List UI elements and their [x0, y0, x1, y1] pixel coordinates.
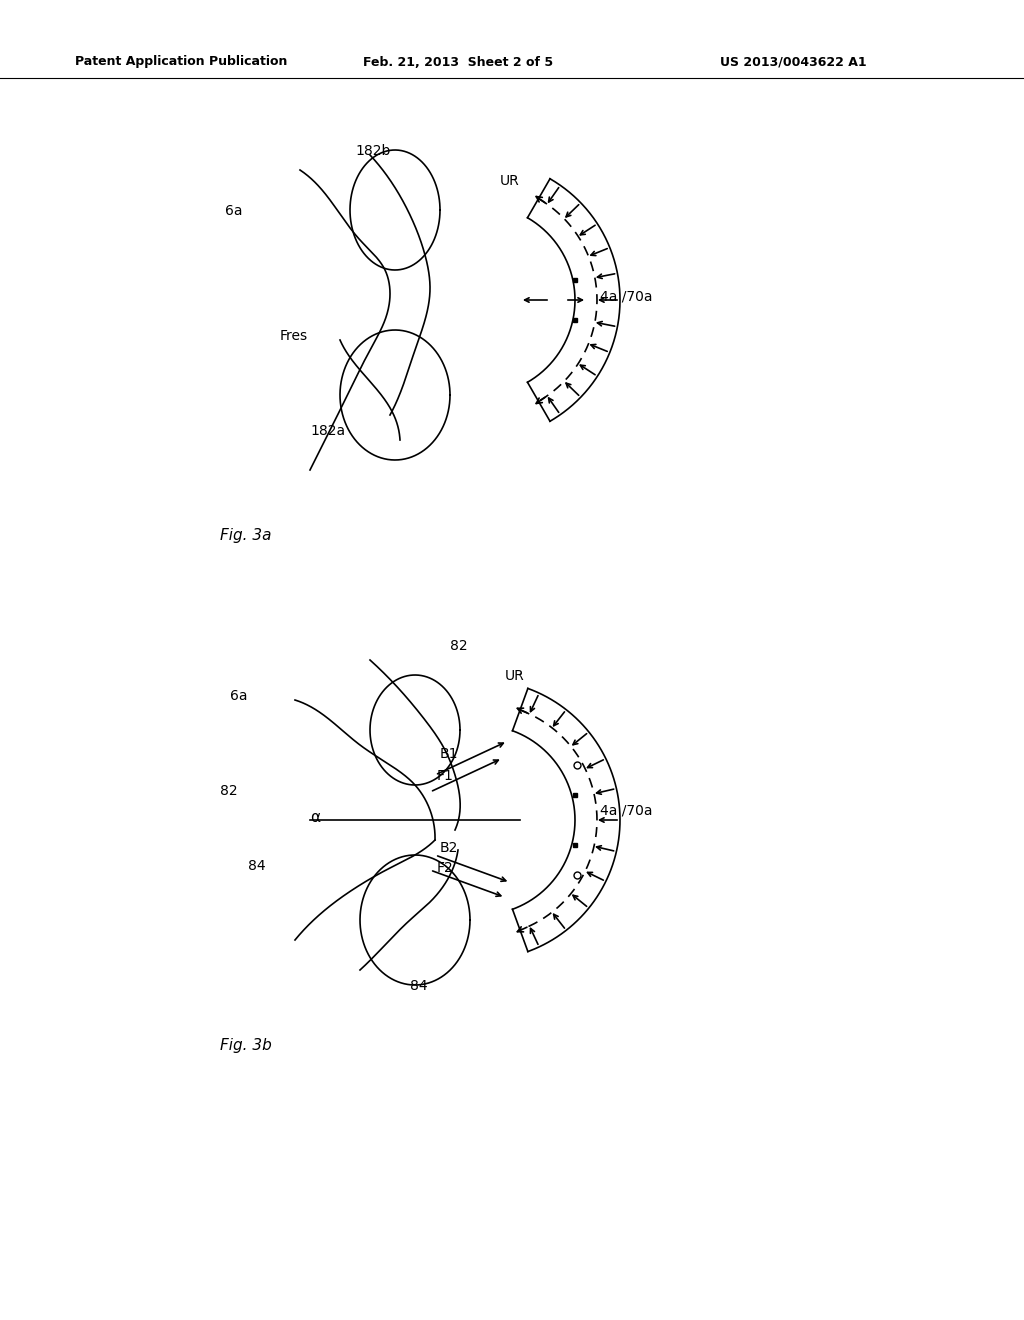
Text: F1: F1 — [437, 770, 454, 783]
Text: 82: 82 — [450, 639, 468, 653]
Text: Fig. 3a: Fig. 3a — [220, 528, 271, 543]
Text: Fres: Fres — [280, 329, 308, 343]
Text: α: α — [310, 810, 321, 825]
Text: 6a: 6a — [225, 205, 243, 218]
Text: 182a: 182a — [310, 424, 345, 438]
Text: B1: B1 — [440, 747, 459, 762]
Text: UR: UR — [505, 669, 524, 682]
Text: Feb. 21, 2013  Sheet 2 of 5: Feb. 21, 2013 Sheet 2 of 5 — [362, 55, 553, 69]
Text: 82: 82 — [220, 784, 238, 799]
Text: 84: 84 — [248, 859, 265, 873]
Text: UR: UR — [500, 174, 520, 187]
Text: 4a /70a: 4a /70a — [600, 289, 652, 304]
Text: 6a: 6a — [230, 689, 248, 704]
Text: US 2013/0043622 A1: US 2013/0043622 A1 — [720, 55, 866, 69]
Text: Fig. 3b: Fig. 3b — [220, 1038, 271, 1053]
Text: B2: B2 — [440, 841, 459, 855]
Text: 84: 84 — [410, 979, 428, 993]
Text: 182b: 182b — [355, 144, 390, 158]
Text: Patent Application Publication: Patent Application Publication — [75, 55, 288, 69]
Text: F2: F2 — [437, 861, 454, 875]
Text: 4a /70a: 4a /70a — [600, 804, 652, 818]
